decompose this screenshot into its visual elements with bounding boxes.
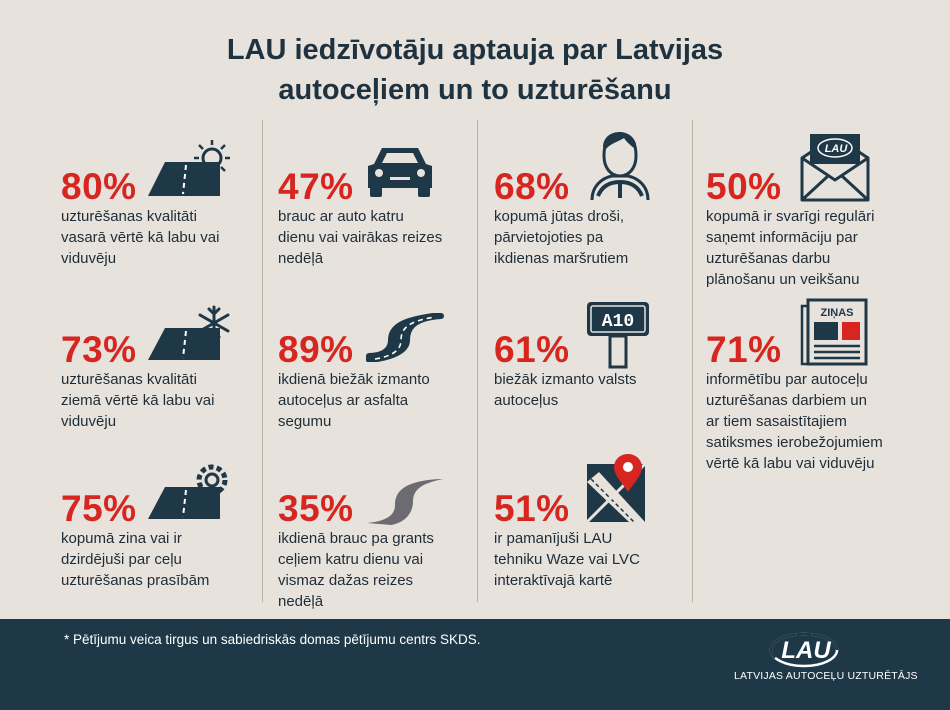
map-pin-icon	[585, 454, 647, 524]
stat-percent: 68%	[494, 166, 570, 207]
stat-percent: 73%	[61, 329, 137, 370]
column-divider	[477, 120, 478, 602]
title-line-1: LAU iedzīvotāju aptauja par Latvijas	[226, 34, 724, 66]
column-divider	[262, 120, 263, 602]
stat-description: ir pamanījuši LAU tehniku Waze vai LVC i…	[494, 530, 640, 589]
winter-road-icon	[148, 305, 230, 360]
stat-percent: 61%	[494, 329, 570, 370]
stat-description: kopumā zina vai ir dzirdējuši par ceļu u…	[61, 530, 210, 589]
column-divider	[692, 120, 693, 602]
news-label: ZIŅAS	[821, 307, 854, 319]
gravel-road-icon	[367, 479, 443, 525]
footnote-text: Pētījumu veica tirgus un sabiedriskās do…	[73, 632, 481, 647]
stat-description: brauc ar auto katru dienu vai vairākas r…	[278, 208, 443, 267]
stat-description: ikdienā biežāk izmanto autoceļus ar asfa…	[278, 371, 430, 430]
stat-description: kopumā ir svarīgi regulāri saņemt inform…	[706, 208, 875, 288]
stat-percent: 47%	[278, 166, 354, 207]
envelope-logo-text: LAU	[825, 143, 849, 155]
road-sign-label: A10	[602, 312, 634, 332]
footnote-mark: *	[64, 632, 70, 647]
road-maintenance-icon	[148, 464, 228, 519]
stat-description: informētību par autoceļu uzturēšanas dar…	[706, 371, 883, 472]
car-icon	[368, 148, 432, 197]
brand-name: LATVIJAS AUTOCEĻU UZTURĒTĀJS	[734, 670, 918, 682]
title-line-2: autoceļiem un to uzturēšanu	[278, 74, 672, 106]
page-title: LAU iedzīvotāju aptauja par Latvijas aut…	[0, 30, 950, 110]
lau-logo: LAU	[769, 632, 839, 668]
stat-percent: 51%	[494, 488, 570, 529]
stat-percent: 71%	[706, 329, 782, 370]
stat-percent: 80%	[61, 166, 137, 207]
stat-percent: 89%	[278, 329, 354, 370]
footnote: * Pētījumu veica tirgus un sabiedriskās …	[64, 632, 480, 647]
stat-description: kopumā jūtas droši, pārvietojoties pa ik…	[494, 208, 629, 267]
stat-percent: 75%	[61, 488, 137, 529]
stat-description: uzturēšanas kvalitāti ziemā vērtē kā lab…	[61, 371, 215, 430]
stat-description: biežāk izmanto valsts autoceļus	[494, 371, 637, 409]
stat-description: uzturēšanas kvalitāti vasarā vērtē kā la…	[61, 208, 220, 267]
summer-road-icon	[148, 140, 230, 196]
envelope-icon: LAU	[800, 134, 870, 202]
logo-text: LAU	[781, 637, 831, 664]
stat-description: ikdienā brauc pa grants ceļiem katru die…	[278, 530, 434, 610]
driver-icon	[590, 132, 650, 201]
stat-percent: 50%	[706, 166, 782, 207]
road-sign-icon: A10	[587, 302, 649, 369]
asphalt-road-icon	[366, 313, 444, 362]
newspaper-icon: ZIŅAS	[800, 298, 868, 366]
stat-percent: 35%	[278, 488, 354, 529]
